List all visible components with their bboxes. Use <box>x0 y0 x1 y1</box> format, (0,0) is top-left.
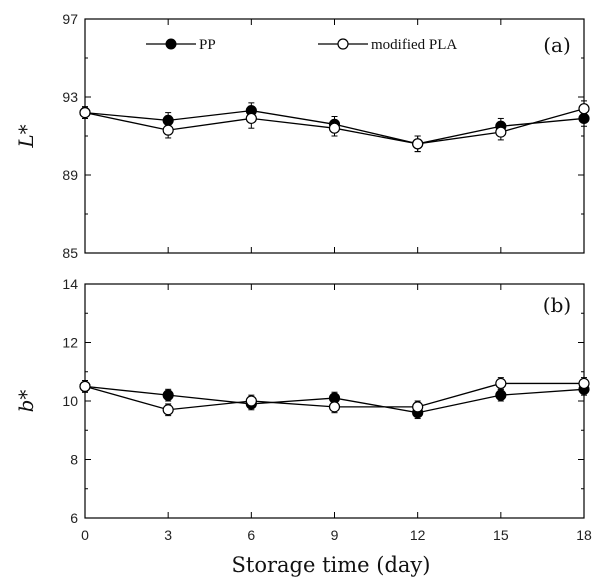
panel-b-y-tick-label: 14 <box>62 276 78 292</box>
panel-b-pp-point <box>495 389 507 401</box>
chart-marks: 85 89 93 97 6 8 10 12 14 0 3 6 9 12 15 18 <box>62 11 592 543</box>
panel-a-modified-pla-point <box>328 122 341 134</box>
panel-a-modified-pla-point <box>162 124 174 136</box>
panel-a-y-tick-label: 89 <box>62 167 78 183</box>
panel-b-modified-pla-point <box>245 395 257 407</box>
panel-a-y-tick-label: 93 <box>62 89 78 105</box>
x-tick-label: 18 <box>576 527 592 543</box>
x-tick-label: 12 <box>410 527 426 543</box>
legend-pla-marker <box>337 38 349 50</box>
panel-b-modified-pla-point <box>578 377 590 390</box>
panel-b-pp-point <box>162 389 174 401</box>
x-axis-title: Storage time (day) <box>232 553 431 577</box>
panel-b-y-axis-title: b* <box>14 390 38 413</box>
x-tick-label: 15 <box>493 527 509 543</box>
panel-a-y-tick-label: 97 <box>62 11 78 27</box>
x-tick-label: 3 <box>164 527 172 543</box>
legend-pla-label: modified PLA <box>371 37 457 53</box>
panel-a-modified-pla-point <box>245 112 257 125</box>
panel-a-y-tick-label: 85 <box>62 245 78 261</box>
panel-b-y-tick-label: 12 <box>62 335 78 351</box>
legend-pp-label: PP <box>199 37 216 53</box>
panel-b-y-tick-label: 6 <box>70 510 78 526</box>
panel-a-y-axis-title: L* <box>14 124 38 148</box>
x-tick-label: 6 <box>247 527 255 543</box>
panel-b-modified-pla-point <box>495 377 507 390</box>
panel-b-modified-pla-point <box>79 380 91 392</box>
panel-b-y-tick-label: 10 <box>62 393 78 409</box>
panel-b-modified-pla-point <box>162 404 174 416</box>
panel-a-modified-pla-point <box>412 138 424 150</box>
panel-b-modified-pla-point <box>412 401 424 413</box>
x-tick-label: 9 <box>331 527 339 543</box>
panel-b-y-tick-label: 8 <box>70 452 78 468</box>
panel-a-modified-pla-point <box>578 103 590 115</box>
panel-a-modified-pla-point <box>79 106 91 119</box>
panel-b-label: (b) <box>543 293 571 317</box>
panel-a-label: (a) <box>543 33 571 57</box>
legend-pp-marker <box>165 38 177 50</box>
panel-a-modified-pla-point <box>495 126 507 138</box>
x-tick-label: 0 <box>81 527 89 543</box>
legend: PP modified PLA <box>146 37 457 53</box>
panel-b-modified-pla-point <box>328 401 341 413</box>
